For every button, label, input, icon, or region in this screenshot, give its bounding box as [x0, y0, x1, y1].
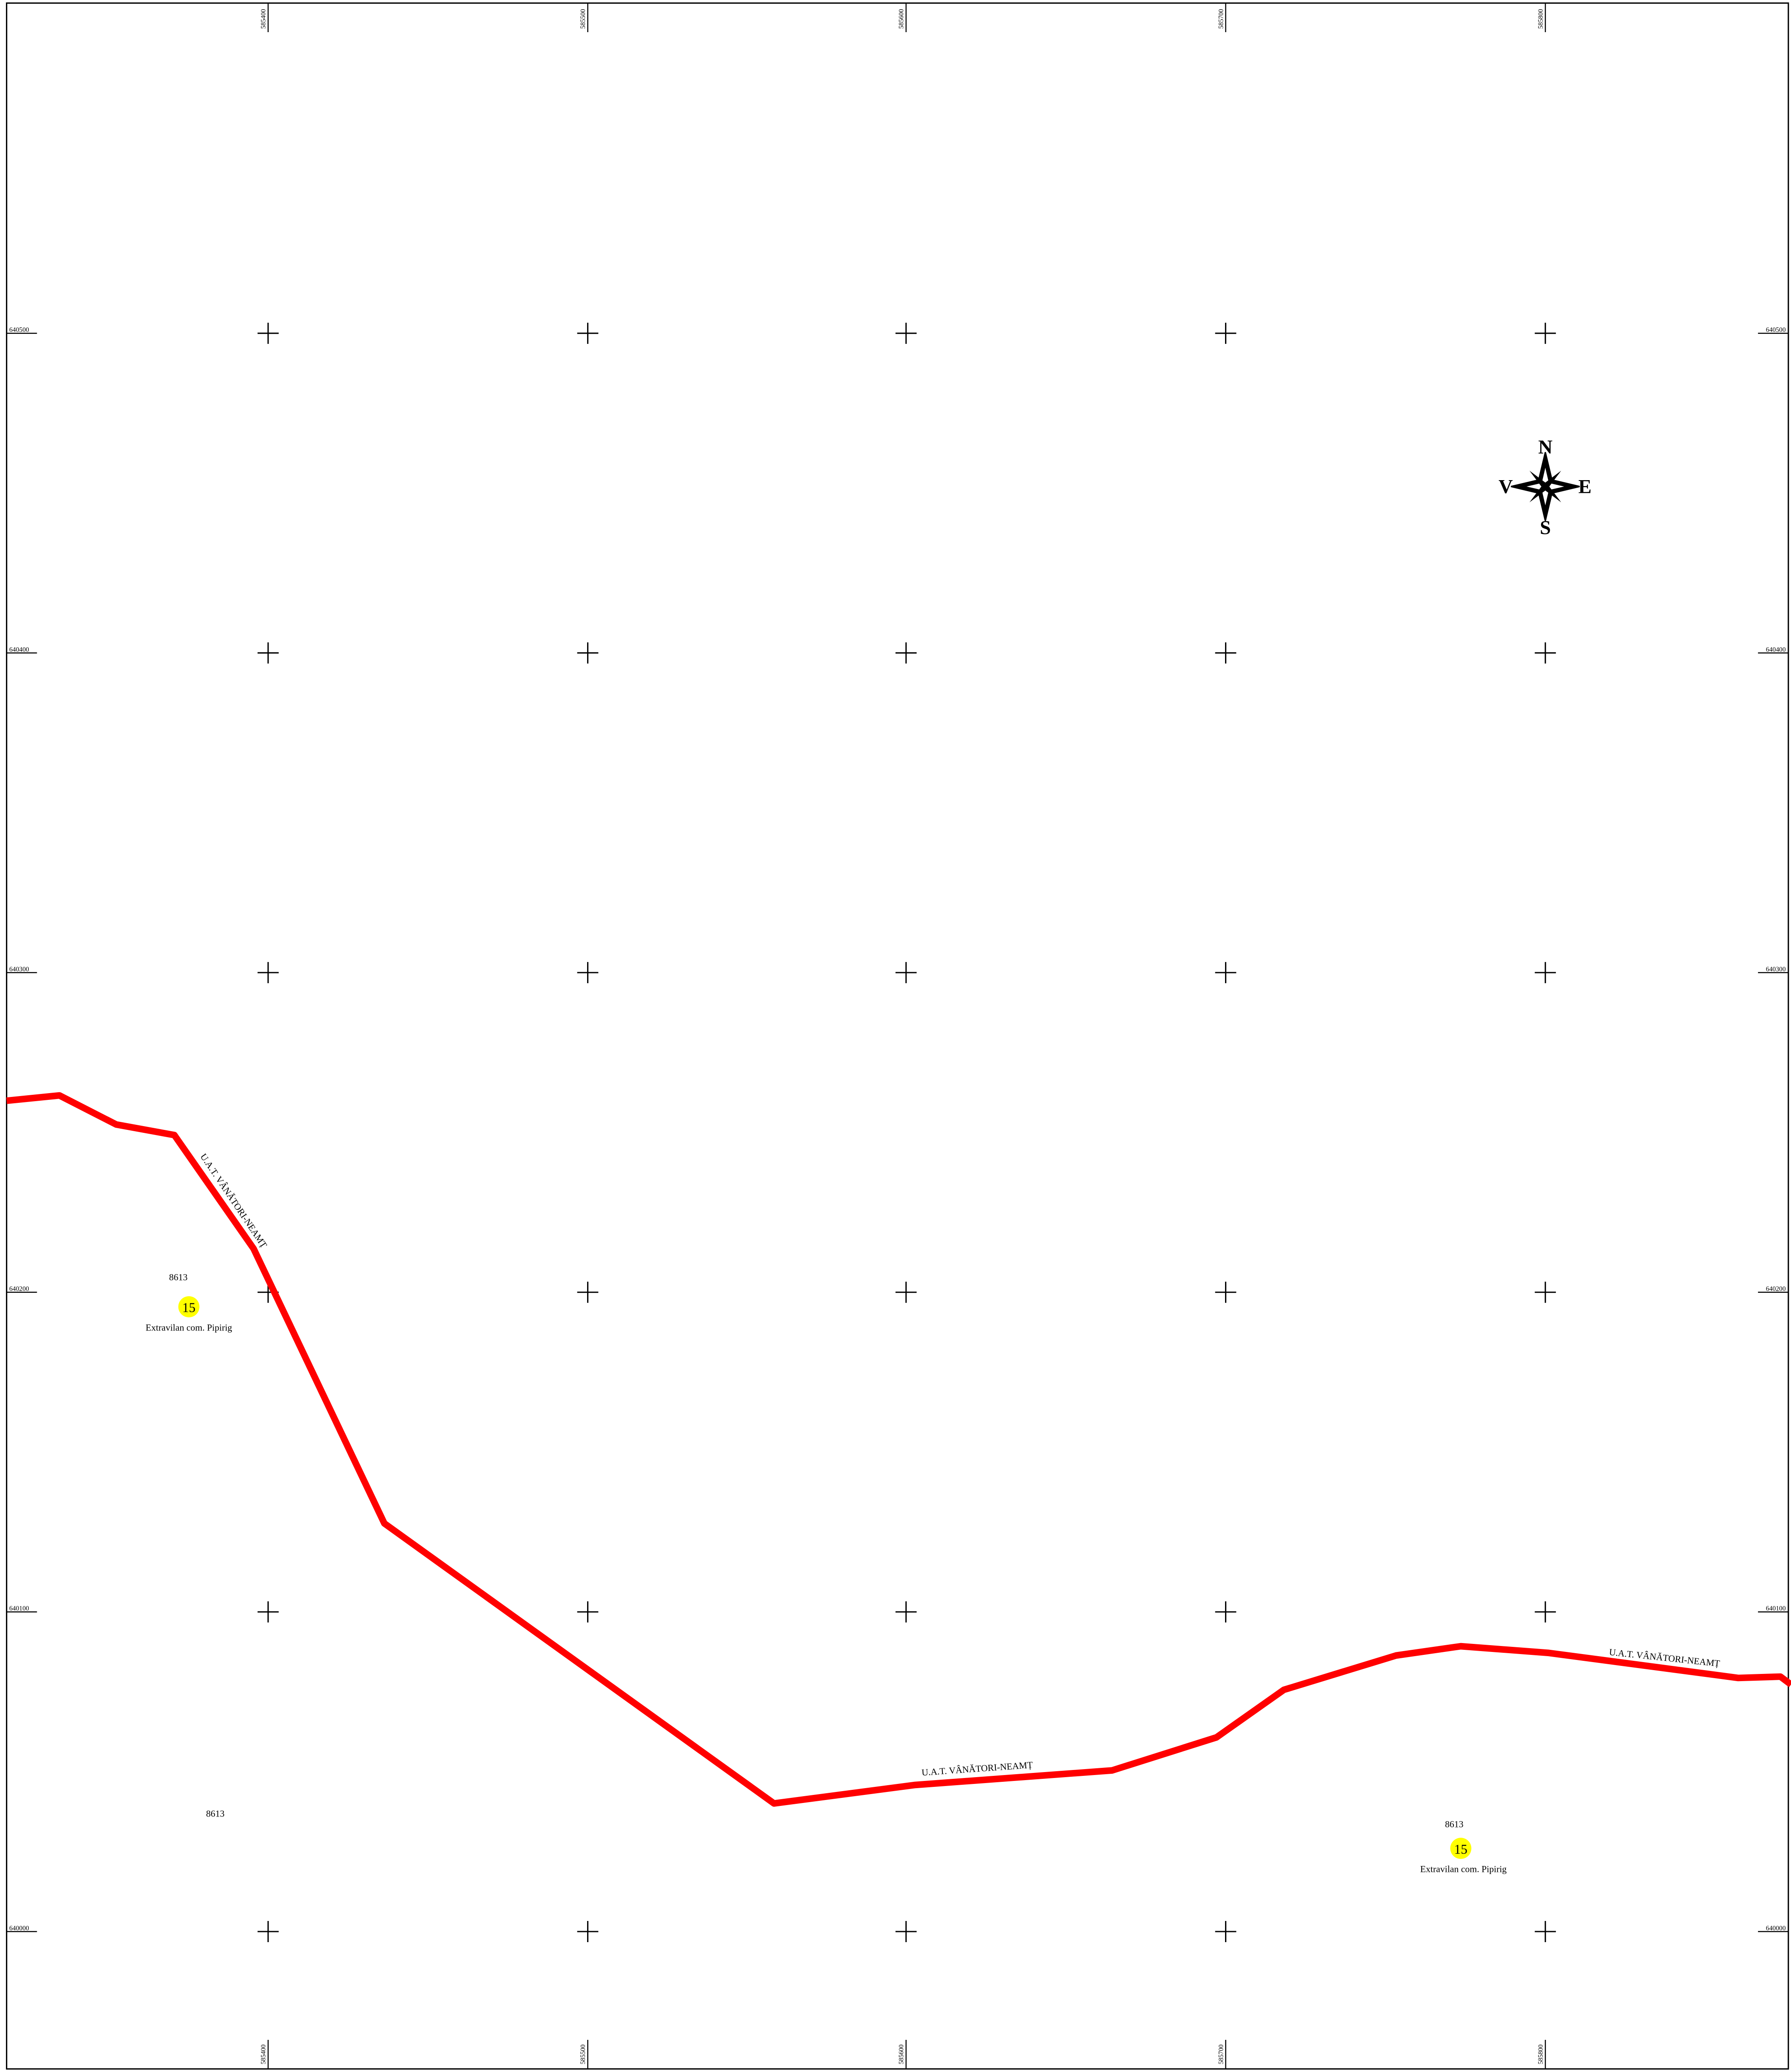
plot-marker — [1450, 1838, 1472, 1859]
easting-label: 585600 — [898, 9, 905, 29]
boundary-line — [6, 1092, 1791, 1807]
northing-label: 640500 — [9, 327, 29, 334]
grid-cross — [577, 1281, 599, 1303]
grid-cross — [577, 1921, 599, 1942]
compass-diagonals — [1529, 470, 1561, 503]
grid-cross — [896, 1281, 917, 1303]
grid-cross — [896, 1921, 917, 1942]
northing-label: 640400 — [1766, 646, 1786, 653]
grid-cross — [1535, 1281, 1556, 1303]
zone-label: Extravilan com. Pipirig — [146, 1322, 232, 1333]
easting-label: 585400 — [260, 9, 267, 29]
grid-cross — [1215, 1601, 1236, 1623]
northing-label: 640000 — [9, 1925, 29, 1932]
compass-rose: N S E V — [1499, 436, 1592, 539]
grid-cross — [1215, 1921, 1236, 1942]
grid-cross — [577, 1601, 599, 1623]
grid-cross — [896, 322, 917, 344]
grid-cross — [896, 1601, 917, 1623]
easting-label: 585500 — [580, 2045, 587, 2064]
plot-number: 15 — [182, 1300, 195, 1315]
grid-cross — [257, 1601, 279, 1623]
parcel-number: 8613 — [169, 1272, 188, 1283]
grid-cross — [257, 322, 279, 344]
easting-label: 585400 — [260, 2045, 267, 2064]
plot-marker — [178, 1296, 200, 1318]
grid-cross — [1215, 1281, 1236, 1303]
zone-label: Extravilan com. Pipirig — [1420, 1864, 1507, 1874]
compass-n: N — [1538, 436, 1552, 458]
grid-cross — [577, 962, 599, 984]
grid-cross — [577, 642, 599, 664]
northing-label: 640000 — [1766, 1925, 1786, 1932]
grid-cross — [1535, 1601, 1556, 1623]
grid: 585400 585400 585500 585500 585600 585600 5857… — [6, 3, 1788, 2069]
northing-label: 640200 — [1766, 1286, 1786, 1293]
grid-cross — [896, 962, 917, 984]
easting-label: 585800 — [1537, 9, 1544, 29]
northing-label: 640100 — [1766, 1605, 1786, 1612]
grid-cross — [1215, 642, 1236, 664]
grid-cross — [1535, 642, 1556, 664]
grid-cross — [577, 322, 599, 344]
easting-label: 585600 — [898, 2045, 905, 2064]
grid-cross — [1535, 962, 1556, 984]
plot-number: 15 — [1454, 1842, 1467, 1857]
northing-label: 640300 — [1766, 966, 1786, 973]
northing-label: 640100 — [9, 1605, 29, 1612]
grid-cross — [1535, 322, 1556, 344]
grid-cross — [1215, 962, 1236, 984]
northing-label: 640500 — [1766, 327, 1786, 334]
compass-e: E — [1578, 476, 1591, 498]
easting-label: 585500 — [580, 9, 587, 29]
northing-label: 640300 — [9, 966, 29, 973]
map-frame — [6, 2, 1789, 2070]
easting-label: 585700 — [1217, 2045, 1225, 2064]
grid-cross — [1215, 322, 1236, 344]
northing-label: 640200 — [9, 1286, 29, 1293]
grid-cross — [257, 1921, 279, 1942]
compass-s: S — [1540, 517, 1551, 539]
grid-cross — [896, 642, 917, 664]
grid-cross — [257, 642, 279, 664]
parcel-number: 8613 — [1445, 1819, 1464, 1829]
northing-label: 640400 — [9, 646, 29, 653]
grid-cross — [257, 962, 279, 984]
easting-label: 585800 — [1537, 2045, 1544, 2064]
grid-cross — [1535, 1921, 1556, 1942]
easting-label: 585700 — [1217, 9, 1225, 29]
compass-w: V — [1499, 476, 1513, 498]
parcel-number: 8613 — [206, 1808, 225, 1819]
